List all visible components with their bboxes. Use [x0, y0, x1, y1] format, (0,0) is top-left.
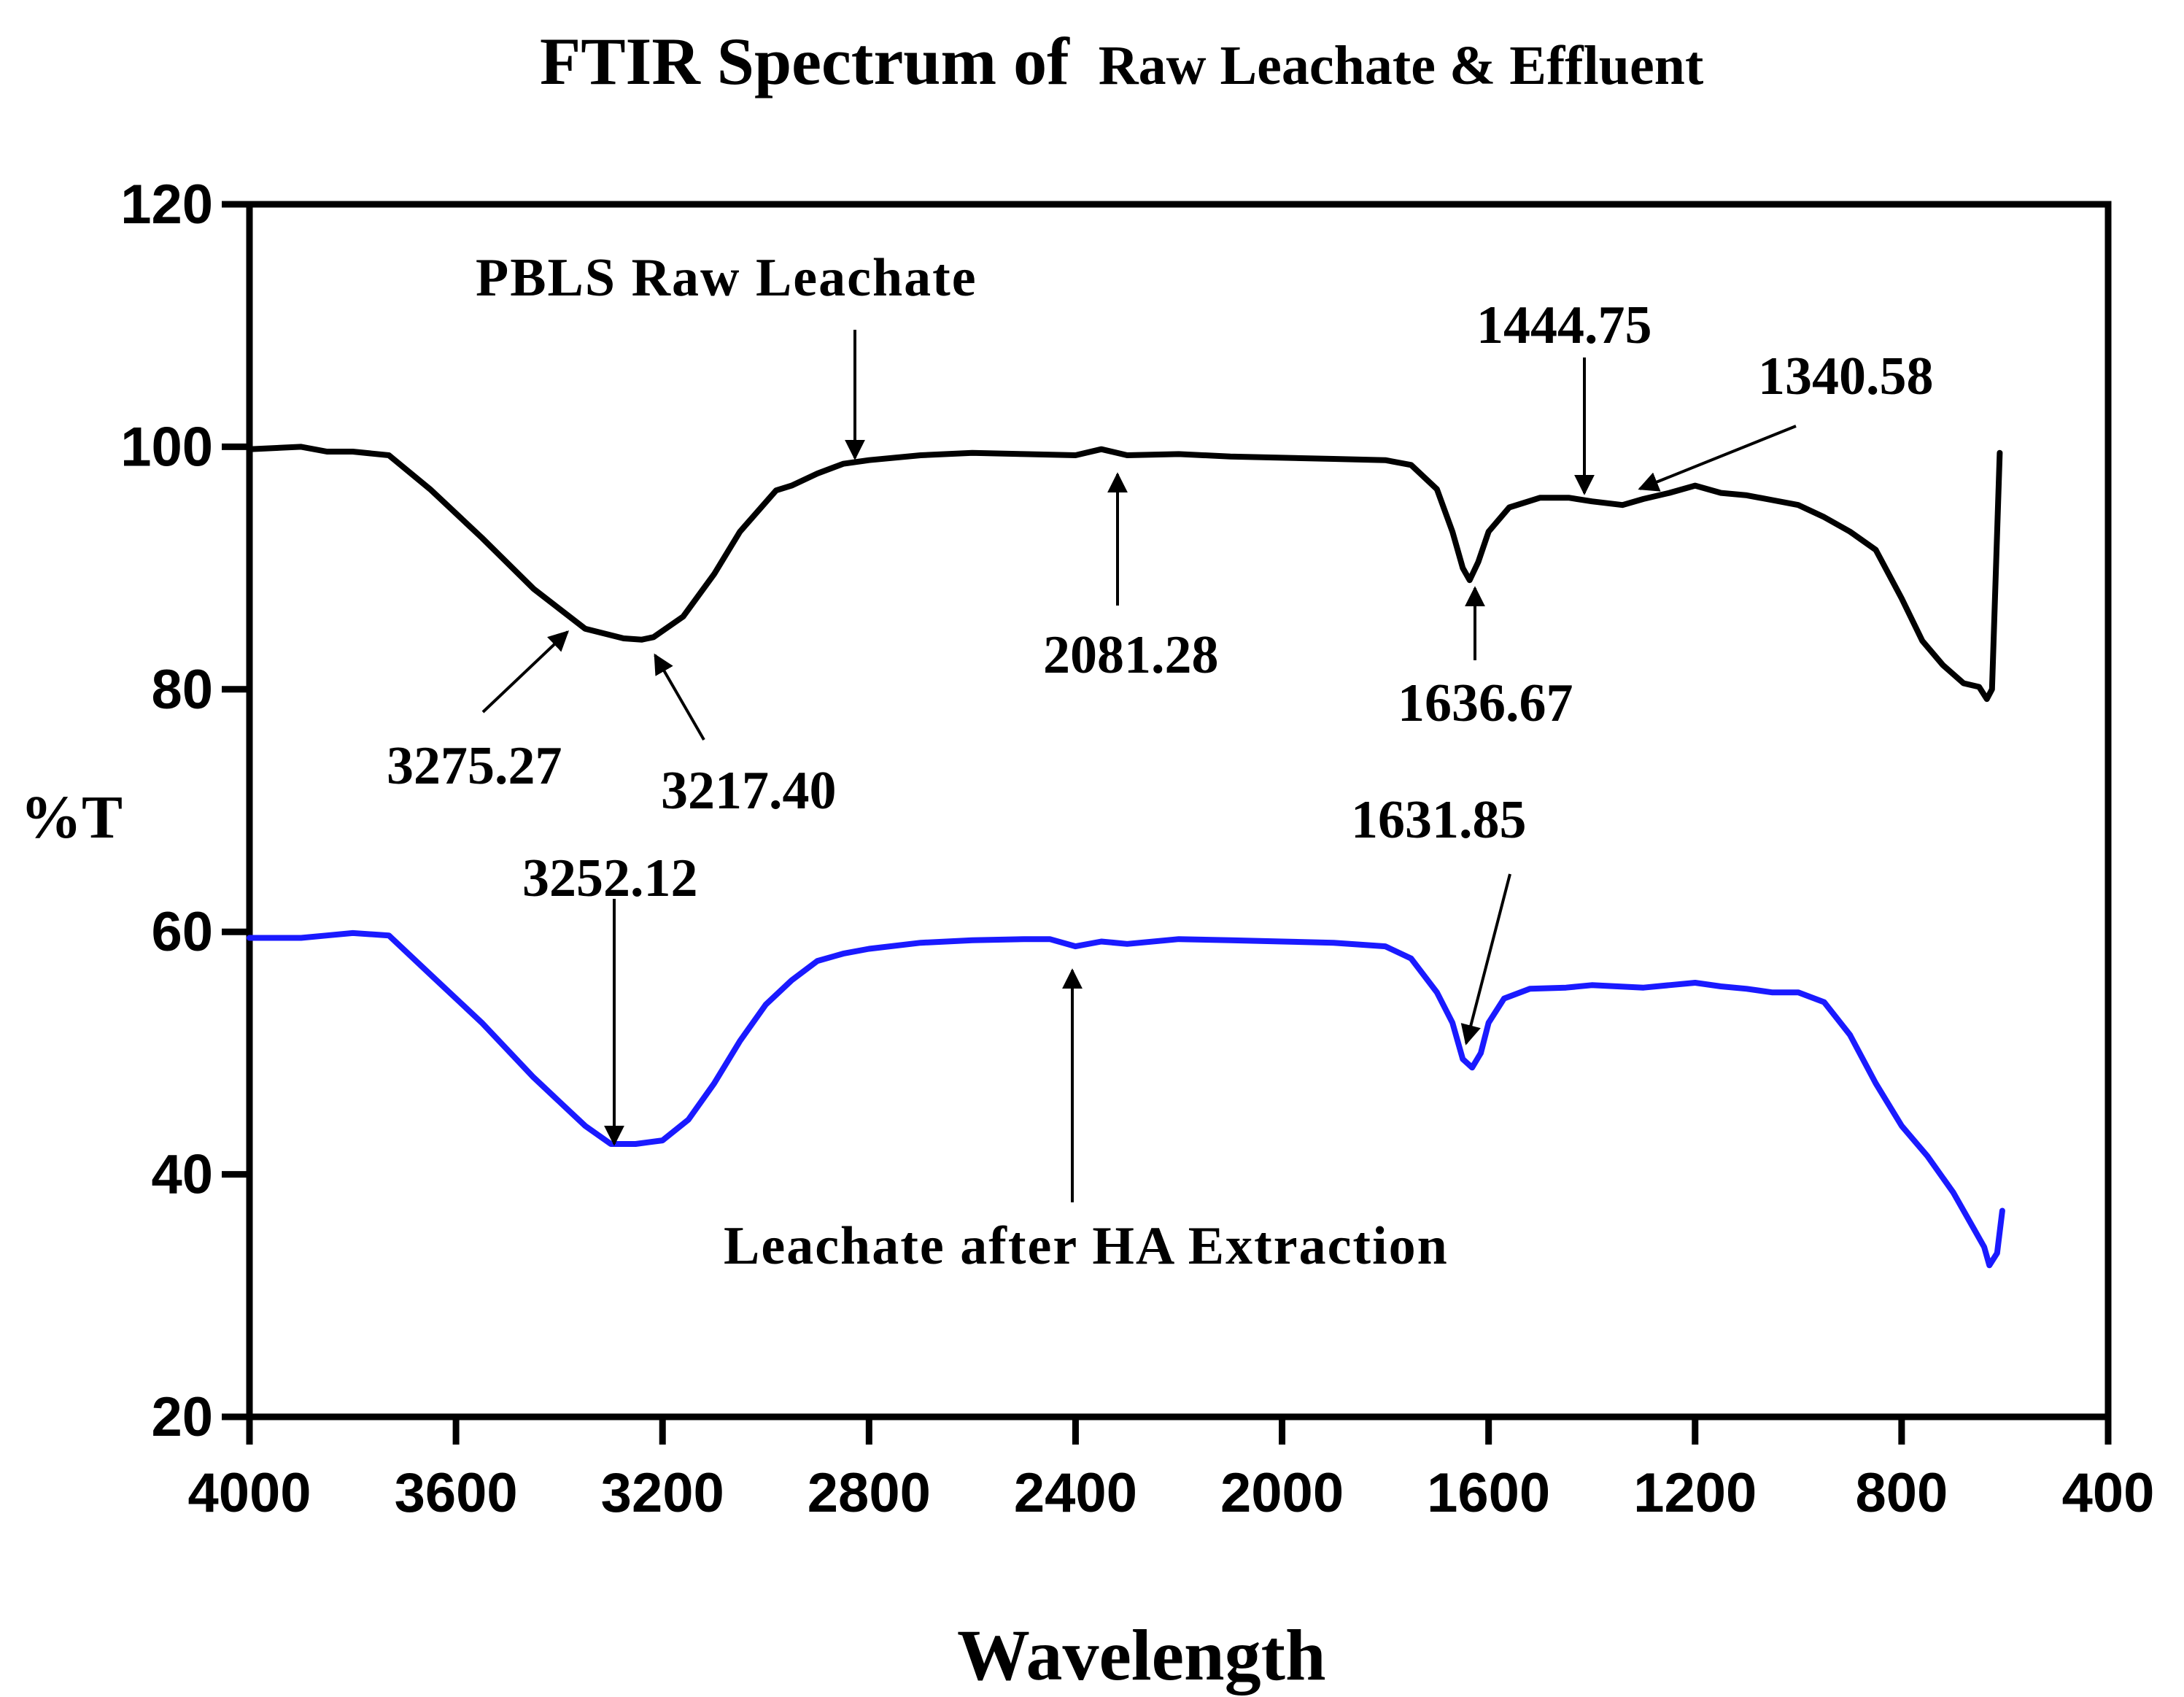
y-tick-label: 100 [120, 416, 213, 478]
y-tick-label: 120 [120, 174, 213, 236]
x-axis: 4000 3600 3200 2800 2400 2000 1600 1200 800 400 [187, 1417, 2154, 1524]
y-tick-label: 60 [151, 901, 213, 963]
x-axis-label: Wavelength [957, 1615, 1326, 1696]
x-tick-label: 2400 [1014, 1462, 1137, 1524]
y-axis-label: %T [20, 784, 123, 851]
x-tick-label: 1200 [1633, 1462, 1757, 1524]
chart-title-sub: Raw Leachate & Effluent [1099, 35, 1704, 96]
annotation-arrows [481, 330, 1797, 1202]
y-tick-label: 40 [151, 1144, 213, 1206]
x-tick-label: 3200 [601, 1462, 724, 1524]
arrow-1340-58 [1638, 425, 1797, 492]
annotation-label-1636-67: 1636.67 [1398, 673, 1573, 733]
x-tick-label: 800 [1855, 1462, 1948, 1524]
arrow-1631-85 [1460, 873, 1511, 1045]
series-label-after-ha-extraction: Leachate after HA Extraction [724, 1216, 1449, 1276]
annotation-label-2081-28: 2081.28 [1043, 625, 1219, 685]
y-tick-label: 80 [151, 659, 213, 721]
y-tick-label: 20 [151, 1386, 213, 1448]
x-tick-label: 4000 [187, 1462, 311, 1524]
series-label-raw-leachate: PBLS Raw Leachate [476, 248, 977, 308]
series-line-raw-leachate [247, 444, 2003, 703]
annotation-label-1631-85: 1631.85 [1351, 790, 1527, 850]
series-line-after-ha-extraction [247, 929, 2005, 1269]
x-tick-label: 3600 [395, 1462, 518, 1524]
arrow-3217-40 [654, 653, 705, 741]
annotation-label-3275-27: 3275.27 [387, 736, 562, 796]
plot-frame [246, 201, 2112, 1420]
annotation-label-1340-58: 1340.58 [1758, 347, 1934, 406]
x-tick-label: 400 [2062, 1462, 2155, 1524]
annotation-label-1444-75: 1444.75 [1476, 295, 1652, 355]
y-axis: 20 40 60 80 100 120 [120, 174, 249, 1448]
chart-title-main: FTIR Spectrum of [540, 24, 1070, 98]
chart-title: FTIR Spectrum of Raw Leachate & Effluent [540, 24, 1703, 98]
x-tick-label: 2800 [808, 1462, 931, 1524]
annotation-label-3217-40: 3217.40 [661, 761, 837, 821]
x-tick-label: 1600 [1427, 1462, 1550, 1524]
x-tick-label: 2000 [1220, 1462, 1344, 1524]
arrow-3275-27 [481, 630, 570, 714]
annotation-label-3252-12: 3252.12 [522, 848, 698, 908]
